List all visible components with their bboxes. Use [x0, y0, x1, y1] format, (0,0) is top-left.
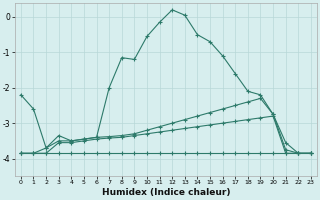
X-axis label: Humidex (Indice chaleur): Humidex (Indice chaleur): [102, 188, 230, 197]
